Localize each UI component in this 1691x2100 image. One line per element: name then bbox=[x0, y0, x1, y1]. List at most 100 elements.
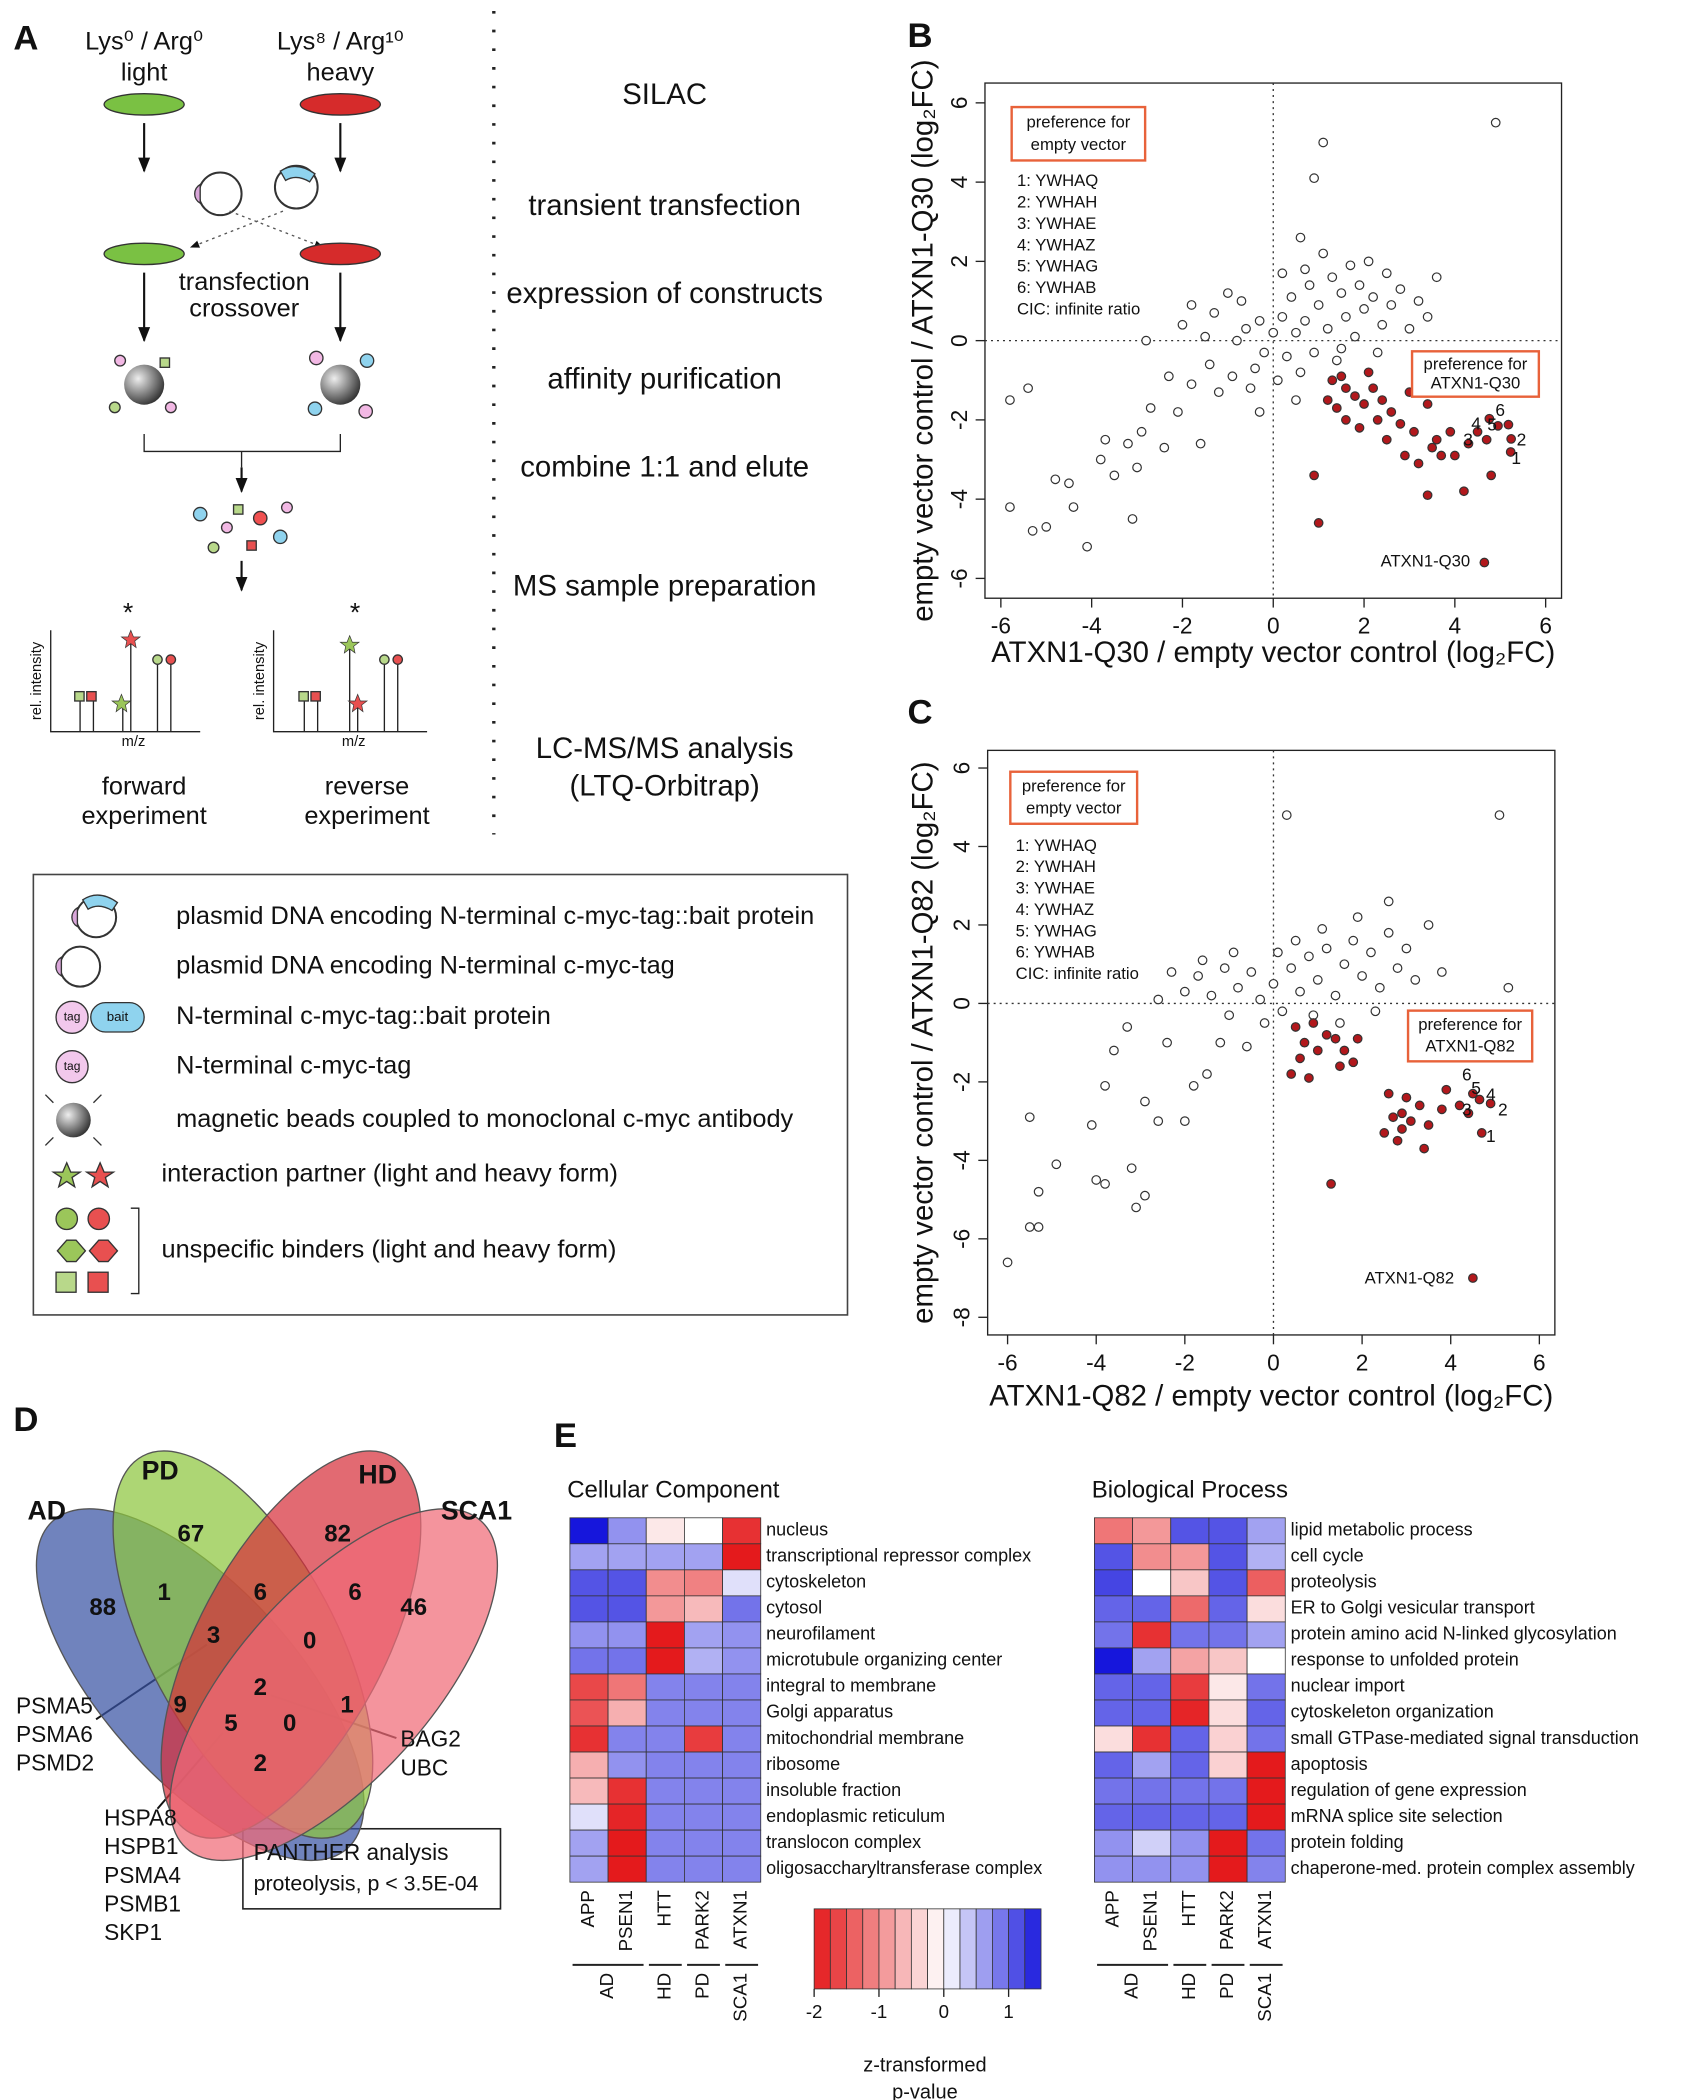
gene: PSMA4 bbox=[104, 1862, 181, 1888]
gene: HSPA8 bbox=[104, 1804, 177, 1830]
heat-cell bbox=[1170, 1595, 1210, 1623]
heat-cell bbox=[1132, 1829, 1172, 1857]
x-tick-label: 2 bbox=[1358, 613, 1371, 639]
row-label: regulation of gene expression bbox=[1291, 1780, 1527, 1800]
point bbox=[1002, 1257, 1013, 1268]
heat-cell bbox=[684, 1803, 723, 1831]
gene: BAG2 bbox=[400, 1726, 461, 1752]
x-tick-label: 6 bbox=[1539, 613, 1552, 639]
legend-item: magnetic beads coupled to monoclonal c-m… bbox=[176, 1105, 793, 1133]
heat-cell bbox=[645, 1647, 685, 1675]
heat-cell bbox=[1132, 1855, 1172, 1883]
panel-a-diagram bbox=[32, 10, 849, 1316]
point bbox=[1123, 438, 1133, 449]
point bbox=[1345, 260, 1356, 271]
heat-cell bbox=[1132, 1517, 1172, 1545]
y-axis-label: empty vector control / ATXN1-Q82 (log₂FC… bbox=[907, 761, 940, 1323]
point bbox=[1126, 1163, 1137, 1174]
point bbox=[1241, 323, 1251, 334]
key-line: 4: YWHAZ bbox=[1016, 900, 1094, 919]
venn-count: 6 bbox=[348, 1579, 361, 1606]
venn-count: 88 bbox=[89, 1594, 116, 1621]
heat-cell bbox=[607, 1751, 647, 1779]
point bbox=[1005, 395, 1015, 405]
label: forward bbox=[102, 772, 187, 800]
point bbox=[1413, 296, 1424, 306]
row-label: cytoskeleton bbox=[766, 1572, 866, 1592]
panel-label: A bbox=[13, 20, 38, 58]
column-label: HTT bbox=[653, 1890, 674, 1926]
row-label: proteolysis bbox=[1291, 1572, 1377, 1592]
point bbox=[1463, 1108, 1474, 1119]
point bbox=[1193, 971, 1204, 981]
step: affinity purification bbox=[547, 362, 781, 395]
venn-count: 1 bbox=[157, 1579, 170, 1606]
heat-cell bbox=[1094, 1595, 1133, 1623]
point bbox=[1131, 1202, 1141, 1213]
point bbox=[1291, 327, 1301, 338]
point bbox=[1321, 943, 1332, 954]
point bbox=[1381, 434, 1392, 445]
venn-count: 82 bbox=[324, 1520, 351, 1547]
point bbox=[1236, 296, 1247, 306]
heat-cell bbox=[1208, 1777, 1248, 1805]
point bbox=[1086, 1120, 1097, 1130]
point bbox=[1506, 434, 1517, 444]
colorbar-cell bbox=[862, 1908, 880, 1990]
label: experiment bbox=[81, 802, 206, 830]
point bbox=[1277, 311, 1288, 322]
point bbox=[1233, 982, 1243, 993]
panther-title: PANTHER analysis bbox=[254, 1839, 449, 1865]
point bbox=[1159, 442, 1170, 453]
colorbar-cell bbox=[992, 1908, 1010, 1990]
heat-cell bbox=[1132, 1595, 1172, 1623]
venn-count: 6 bbox=[254, 1579, 267, 1606]
venn-count: 2 bbox=[254, 1750, 267, 1777]
point bbox=[1309, 347, 1319, 358]
heat-cell bbox=[684, 1751, 723, 1779]
y-tick-label: -6 bbox=[946, 568, 972, 588]
label: heavy bbox=[307, 58, 375, 86]
point bbox=[1336, 288, 1347, 298]
heat-cell bbox=[1246, 1647, 1286, 1675]
heat-cell bbox=[1246, 1777, 1286, 1805]
heat-cell bbox=[722, 1673, 762, 1701]
key-line: 2: YWHAH bbox=[1016, 857, 1096, 876]
venn-count: 3 bbox=[207, 1622, 220, 1649]
point bbox=[1282, 351, 1292, 362]
heat-cell bbox=[1094, 1647, 1133, 1675]
plot-frame bbox=[986, 749, 1556, 1336]
heat-cell bbox=[607, 1673, 647, 1701]
y-tick-label: -4 bbox=[946, 489, 972, 509]
heat-cell bbox=[722, 1543, 762, 1571]
point bbox=[1336, 371, 1347, 382]
point bbox=[1204, 359, 1215, 370]
row-label: mitochondrial membrane bbox=[766, 1728, 964, 1748]
point bbox=[1177, 319, 1188, 330]
heat-cell bbox=[645, 1725, 685, 1753]
heatmap-title: Cellular Component bbox=[567, 1476, 780, 1503]
heat-cell bbox=[569, 1621, 609, 1649]
point bbox=[1348, 935, 1359, 946]
point-label: 3 bbox=[1462, 1099, 1472, 1119]
point bbox=[1409, 426, 1419, 437]
heat-cell bbox=[1094, 1803, 1133, 1831]
heat-cell bbox=[684, 1777, 723, 1805]
panel-label: B bbox=[908, 17, 933, 55]
heat-cell bbox=[607, 1621, 647, 1649]
point bbox=[1179, 1116, 1190, 1126]
row-label: cell cycle bbox=[1291, 1546, 1364, 1566]
label: * bbox=[350, 597, 360, 627]
key-line: 3: YWHAE bbox=[1016, 879, 1095, 898]
panel-label: E bbox=[554, 1417, 577, 1455]
heat-cell bbox=[1208, 1543, 1248, 1571]
point-label: 1 bbox=[1511, 448, 1521, 468]
heat-cell bbox=[645, 1569, 685, 1597]
row-label: cytosol bbox=[766, 1598, 822, 1618]
point bbox=[1341, 415, 1351, 425]
point bbox=[1476, 1128, 1487, 1138]
colorbar-tick-label: -1 bbox=[871, 2001, 888, 2022]
key-line: 5: YWHAG bbox=[1016, 921, 1097, 940]
heat-cell bbox=[645, 1543, 685, 1571]
point-label: 5 bbox=[1487, 415, 1497, 435]
